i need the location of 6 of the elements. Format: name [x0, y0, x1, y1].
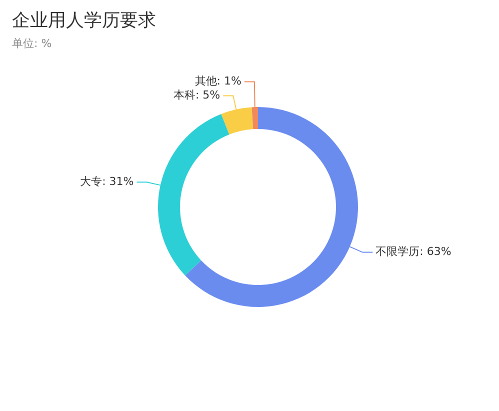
slice-label: 其他: 1% — [194, 74, 242, 88]
slice-label: 本科: 5% — [173, 88, 220, 102]
slice-label: 大专: 31% — [80, 174, 134, 188]
chart-subtitle: 单位: % — [12, 36, 52, 51]
chart-title: 企业用人学历要求 — [12, 9, 156, 32]
slice-label: 不限学历: 63% — [376, 245, 452, 258]
